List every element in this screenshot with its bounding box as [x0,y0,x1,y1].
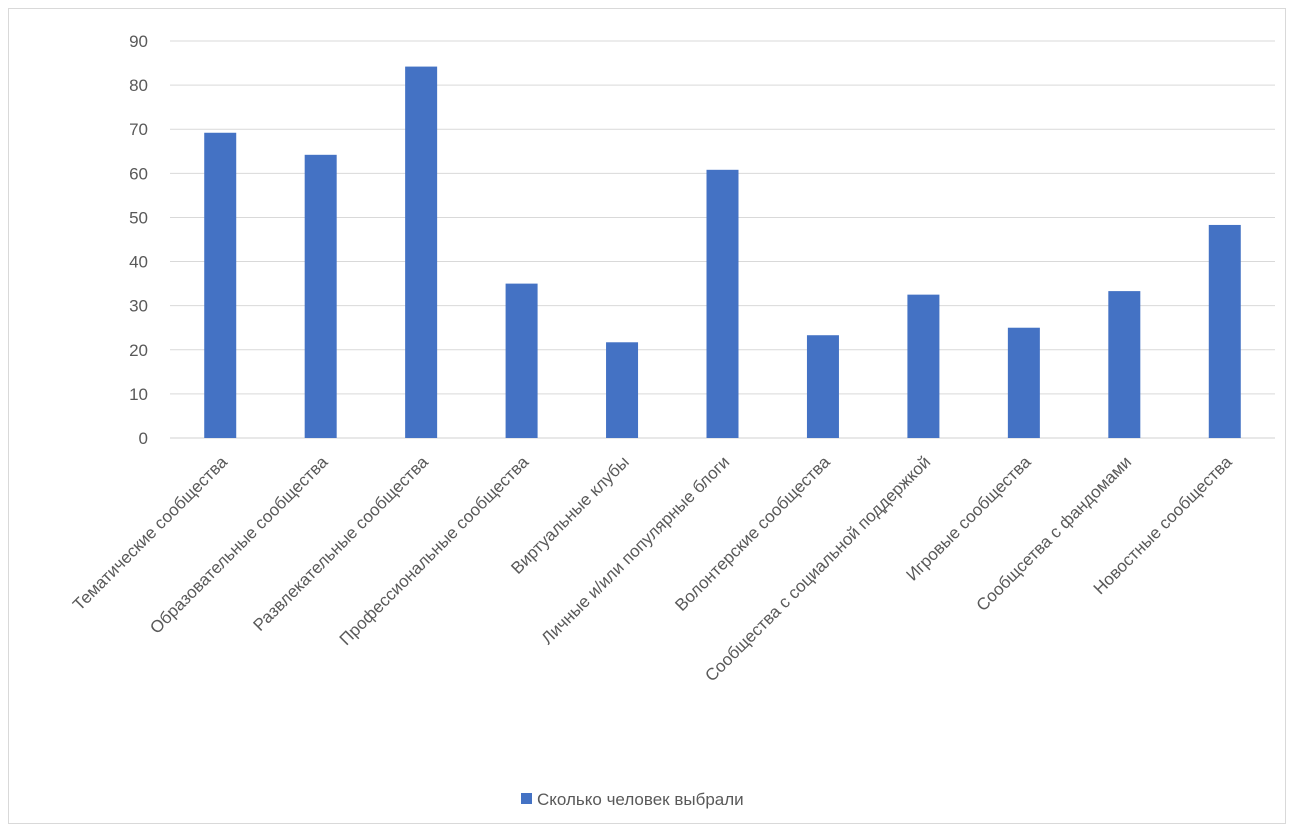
legend-swatch [521,793,532,804]
x-category-label: Профессиональные сообщества [336,452,533,649]
y-tick-label: 0 [139,429,148,448]
y-tick-label: 30 [129,297,148,316]
y-tick-label: 90 [129,32,148,51]
bar [204,132,237,439]
x-category-label: Развлекательные сообщества [250,452,433,635]
bar [505,283,538,438]
y-tick-label: 80 [129,76,148,95]
y-tick-label: 60 [129,164,148,183]
y-tick-label: 70 [129,120,148,139]
bar [304,154,337,438]
bar [706,169,739,438]
x-category-label: Сообщества с социальной поддержкой [701,452,934,685]
legend: Сколько человек выбрали [521,790,744,809]
y-tick-label: 10 [129,385,148,404]
y-tick-label: 40 [129,253,148,272]
bar [405,66,438,438]
bar [806,335,839,438]
gridlines [170,40,1275,439]
bar [1208,224,1241,438]
bar [1108,291,1141,438]
legend-label: Сколько человек выбрали [537,790,744,809]
bars [204,66,1241,439]
bar [1007,327,1040,438]
x-category-label: Личные и/или популярные блоги [538,452,734,648]
x-category-label: Образовательные сообщества [146,452,332,638]
bar [907,294,940,438]
bar [606,342,639,438]
y-tick-label: 50 [129,208,148,227]
y-axis-tick-labels: 0 10 20 30 40 50 60 70 80 90 [129,32,148,448]
y-tick-label: 20 [129,341,148,360]
